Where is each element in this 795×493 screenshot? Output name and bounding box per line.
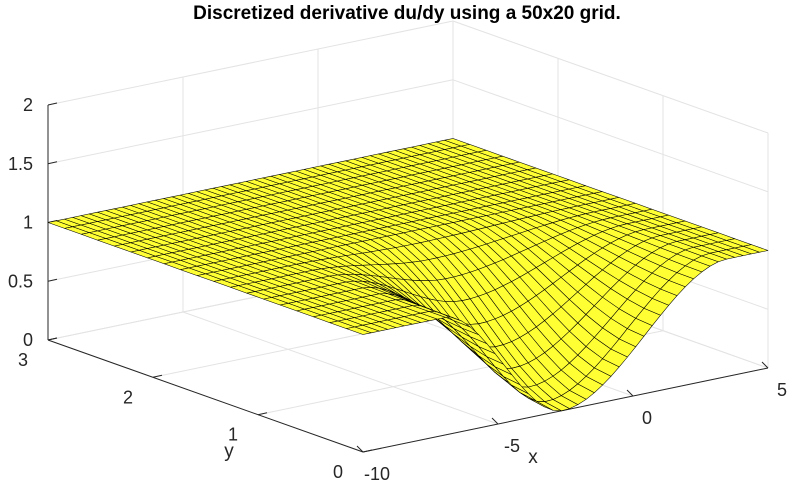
- backwall-gridline-z: [47, 20, 454, 106]
- y-tick-label: 2: [123, 387, 133, 407]
- y-tick-mark: [152, 374, 163, 378]
- x-axis-label: x: [528, 447, 538, 468]
- backwall-gridline-z: [47, 79, 454, 165]
- x-axis-line: [362, 367, 769, 453]
- z-tick-mark: [47, 161, 58, 165]
- z-tick-label: 0: [23, 330, 33, 350]
- z-tick-mark: [47, 337, 58, 341]
- x-tick-label: -5: [504, 436, 520, 456]
- y-axis-line: [47, 339, 364, 453]
- chart-title: Discretized derivative du/dy using a 50x…: [193, 3, 621, 24]
- sidewall-gridline-z: [452, 79, 769, 193]
- surface-patch: [742, 244, 769, 253]
- z-tick-mark: [47, 278, 58, 282]
- z-tick-mark: [47, 102, 58, 106]
- x-tick-mark: [626, 389, 634, 397]
- x-tick-mark: [491, 417, 499, 425]
- y-axis-label: y: [224, 441, 234, 462]
- x-tick-mark: [356, 445, 364, 453]
- x-tick-label: 5: [777, 380, 787, 400]
- y-tick-mark: [257, 412, 268, 416]
- z-tick-label: 1.5: [8, 154, 33, 174]
- x-tick-label: -10: [364, 464, 390, 484]
- sidewall-gridline-z: [452, 20, 769, 134]
- y-tick-label: 3: [18, 350, 28, 370]
- x-tick-mark: [761, 361, 769, 369]
- floor-gridline-x: [182, 311, 499, 425]
- z-tick-label: 0.5: [8, 271, 33, 291]
- z-tick-label: 2: [23, 95, 33, 115]
- z-tick-label: 1: [23, 213, 33, 233]
- y-tick-label: 0: [333, 462, 343, 482]
- surface-mesh: [47, 138, 769, 412]
- y-tick-mark: [362, 449, 373, 453]
- y-tick-label: 1: [228, 425, 238, 445]
- x-tick-label: 0: [642, 408, 652, 428]
